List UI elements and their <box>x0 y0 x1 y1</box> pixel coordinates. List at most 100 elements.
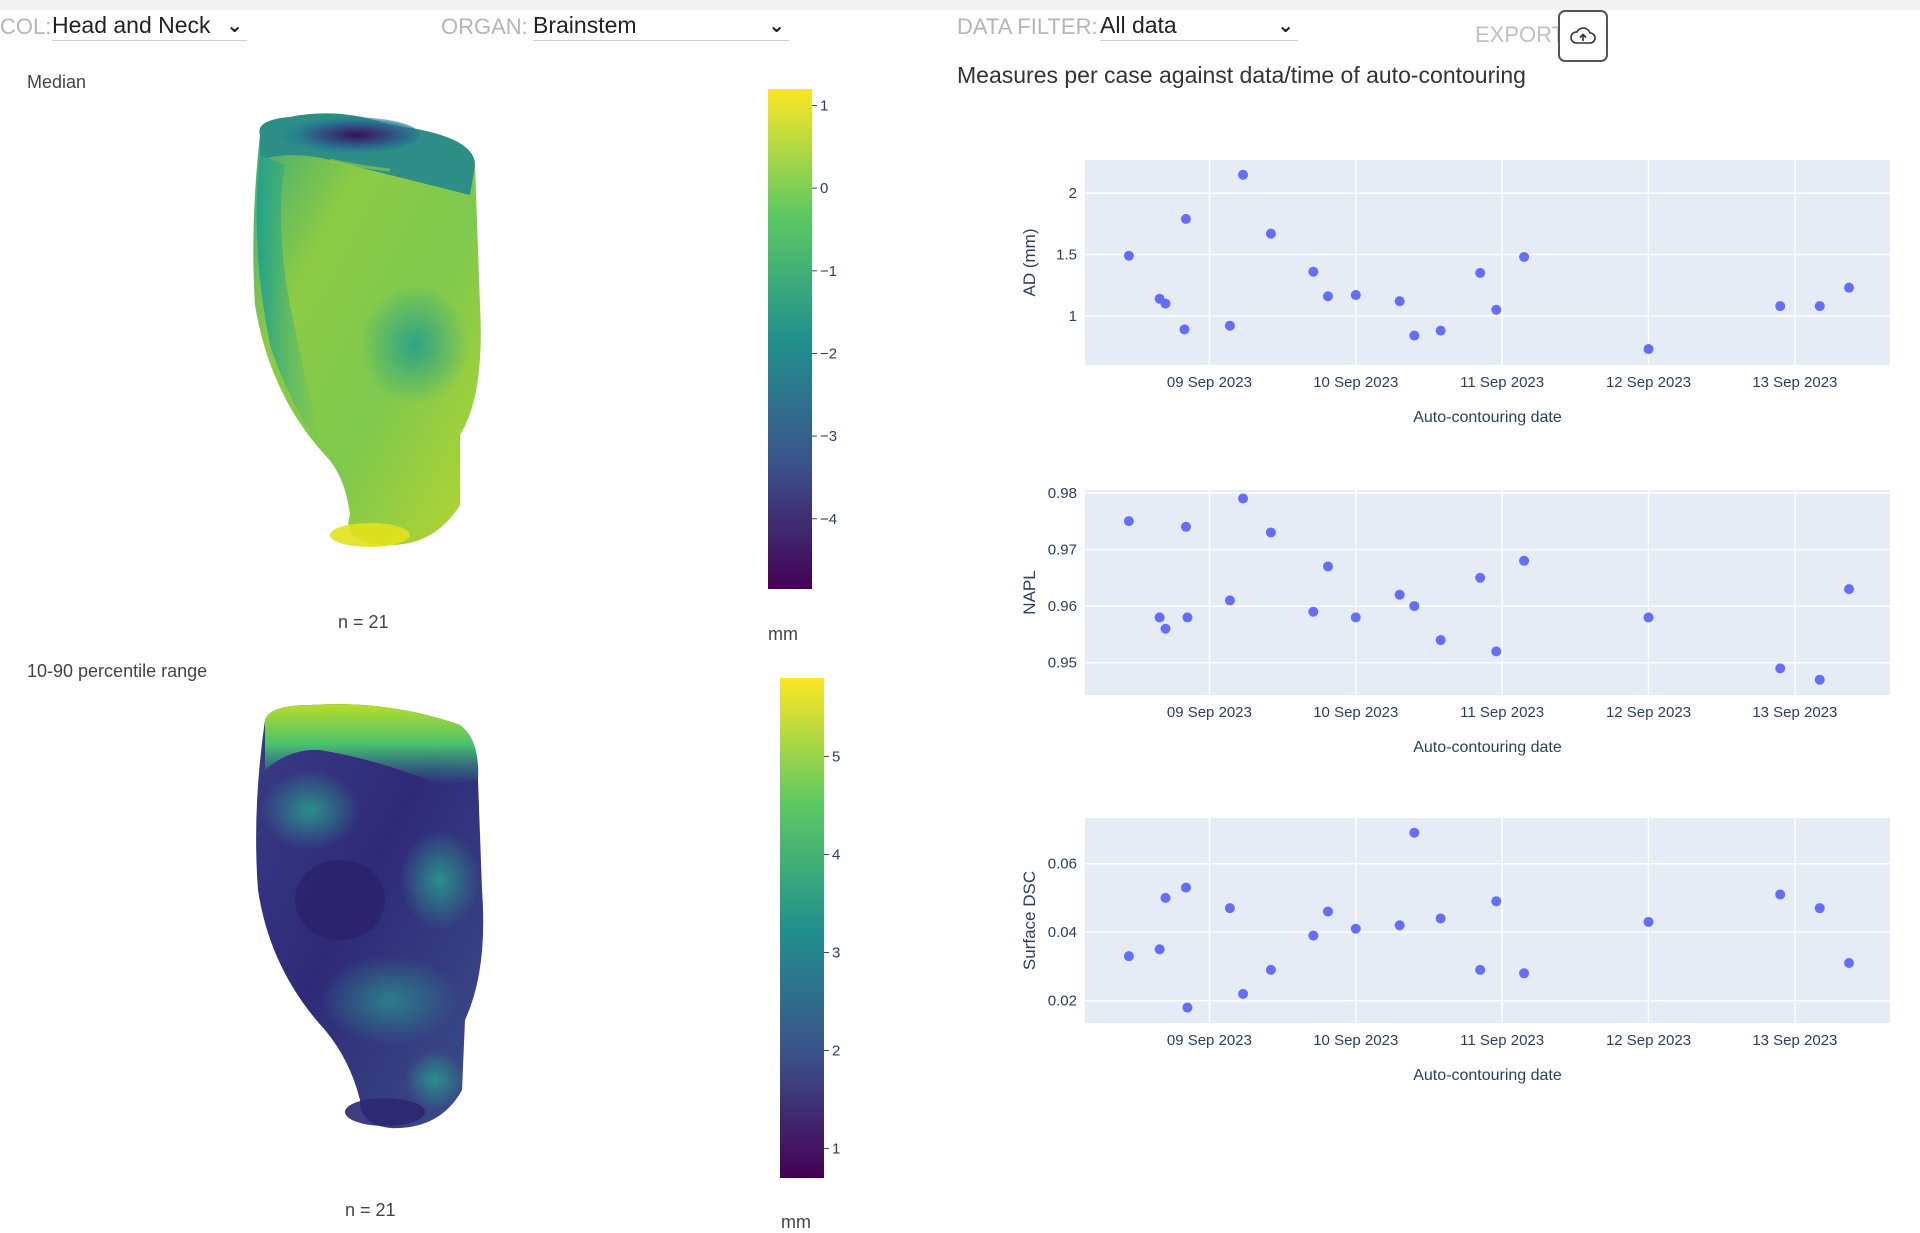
data-point[interactable] <box>1322 906 1333 917</box>
data-point[interactable] <box>1238 169 1249 180</box>
y-tick-label: 2 <box>1069 185 1077 202</box>
data-point[interactable] <box>1123 250 1134 261</box>
data-point[interactable] <box>1775 889 1786 900</box>
x-tick-label: 11 Sep 2023 <box>1460 374 1544 391</box>
data-point[interactable] <box>1265 964 1276 975</box>
range-title: 10-90 percentile range <box>27 661 208 681</box>
data-point[interactable] <box>1350 923 1361 934</box>
colorbar-tick-label: 0 <box>820 180 828 197</box>
y-tick-label: 0.97 <box>1048 541 1077 558</box>
data-point[interactable] <box>1350 290 1361 301</box>
data-point[interactable] <box>1224 320 1235 331</box>
data-filter-select[interactable]: All data ⌄ <box>1100 10 1298 41</box>
data-point[interactable] <box>1238 988 1249 999</box>
data-point[interactable] <box>1643 612 1654 623</box>
data-point[interactable] <box>1519 968 1530 979</box>
col-select[interactable]: Head and Neck ⌄ <box>52 10 247 41</box>
plot-area[interactable] <box>1085 818 1890 1023</box>
data-point[interactable] <box>1180 882 1191 893</box>
top-strip <box>0 0 1920 10</box>
data-point[interactable] <box>1350 612 1361 623</box>
data-point[interactable] <box>1265 228 1276 239</box>
data-point[interactable] <box>1491 646 1502 657</box>
col-label: COL: <box>0 14 52 39</box>
data-point[interactable] <box>1814 301 1825 312</box>
data-point[interactable] <box>1308 930 1319 941</box>
chevron-down-icon: ⌄ <box>226 14 243 37</box>
x-tick-label: 09 Sep 2023 <box>1167 1032 1252 1049</box>
range-colorbar: 5 4 3 2 1 <box>780 678 840 1178</box>
data-point[interactable] <box>1123 951 1134 962</box>
data-point[interactable] <box>1844 958 1855 969</box>
data-filter-select-value: All data <box>1100 11 1177 38</box>
x-tick-label: 10 Sep 2023 <box>1313 1032 1398 1049</box>
range-surface-plot[interactable] <box>240 700 510 1140</box>
y-axis-label: Surface DSC <box>1020 871 1039 970</box>
data-point[interactable] <box>1308 266 1319 277</box>
plot-area[interactable] <box>1085 160 1890 365</box>
data-point[interactable] <box>1265 527 1276 538</box>
data-point[interactable] <box>1435 635 1446 646</box>
data-point[interactable] <box>1409 601 1420 612</box>
data-point[interactable] <box>1491 896 1502 907</box>
surface-dsc-chart[interactable]: 09 Sep 2023 10 Sep 2023 11 Sep 2023 12 Sep … <box>1010 808 1900 1088</box>
x-tick-label: 13 Sep 2023 <box>1752 374 1837 391</box>
ad-chart[interactable]: 09 Sep 2023 10 Sep 2023 11 Sep 2023 12 Sep … <box>1010 150 1900 430</box>
data-point[interactable] <box>1844 584 1855 595</box>
data-point[interactable] <box>1844 282 1855 293</box>
data-point[interactable] <box>1179 324 1190 335</box>
data-point[interactable] <box>1475 572 1486 583</box>
median-surface-plot[interactable] <box>230 105 500 555</box>
y-tick-label: 1 <box>1069 308 1077 325</box>
data-point[interactable] <box>1322 291 1333 302</box>
data-point[interactable] <box>1409 827 1420 838</box>
data-point[interactable] <box>1409 330 1420 341</box>
data-point[interactable] <box>1435 325 1446 336</box>
colorbar-tick-label: 1 <box>820 98 828 115</box>
data-point[interactable] <box>1394 296 1405 307</box>
data-point[interactable] <box>1224 903 1235 914</box>
data-point[interactable] <box>1394 589 1405 600</box>
data-point[interactable] <box>1519 251 1530 262</box>
x-tick-label: 12 Sep 2023 <box>1606 1032 1691 1049</box>
data-point[interactable] <box>1775 663 1786 674</box>
x-tick-label: 09 Sep 2023 <box>1167 374 1252 391</box>
data-point[interactable] <box>1180 213 1191 224</box>
col-select-value: Head and Neck <box>52 11 211 38</box>
data-point[interactable] <box>1491 304 1502 315</box>
data-point[interactable] <box>1123 516 1134 527</box>
data-point[interactable] <box>1182 1002 1193 1013</box>
data-point[interactable] <box>1643 916 1654 927</box>
data-point[interactable] <box>1519 555 1530 566</box>
chevron-down-icon: ⌄ <box>768 14 785 37</box>
organ-label: ORGAN: <box>441 14 528 39</box>
data-point[interactable] <box>1643 344 1654 355</box>
data-point[interactable] <box>1308 606 1319 617</box>
colorbar-tick-label: 3 <box>832 945 840 962</box>
organ-select[interactable]: Brainstem ⌄ <box>533 10 789 41</box>
data-point[interactable] <box>1814 903 1825 914</box>
data-point[interactable] <box>1475 267 1486 278</box>
x-tick-label: 12 Sep 2023 <box>1606 374 1691 391</box>
data-point[interactable] <box>1154 612 1165 623</box>
plot-area[interactable] <box>1085 490 1890 695</box>
data-point[interactable] <box>1238 493 1249 504</box>
data-point[interactable] <box>1322 561 1333 572</box>
data-point[interactable] <box>1435 913 1446 924</box>
data-point[interactable] <box>1814 674 1825 685</box>
export-button[interactable] <box>1558 10 1608 62</box>
data-point[interactable] <box>1394 920 1405 931</box>
data-point[interactable] <box>1475 964 1486 975</box>
data-point[interactable] <box>1182 612 1193 623</box>
data-point[interactable] <box>1154 944 1165 955</box>
data-point[interactable] <box>1160 298 1171 309</box>
data-point[interactable] <box>1775 301 1786 312</box>
data-point[interactable] <box>1160 892 1171 903</box>
x-tick-label: 13 Sep 2023 <box>1752 704 1837 721</box>
y-tick-label: 0.02 <box>1048 993 1077 1010</box>
data-point[interactable] <box>1160 623 1171 634</box>
data-point[interactable] <box>1224 595 1235 606</box>
data-point[interactable] <box>1180 521 1191 532</box>
napl-chart[interactable]: 09 Sep 2023 10 Sep 2023 11 Sep 2023 12 Sep … <box>1010 480 1900 760</box>
y-tick-label: 0.06 <box>1048 856 1077 873</box>
